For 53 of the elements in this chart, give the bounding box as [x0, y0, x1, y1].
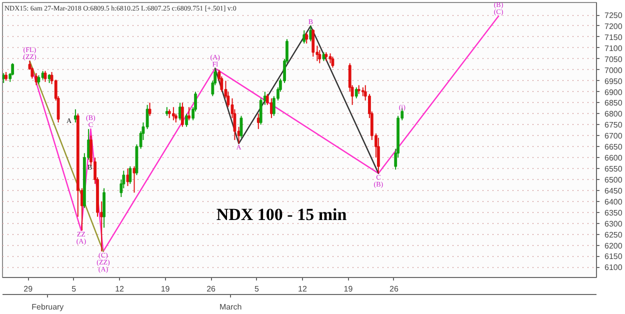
y-tick-label: 6150 — [604, 252, 623, 262]
y-tick-label: 6250 — [604, 230, 623, 240]
candlestick — [44, 70, 47, 82]
candlestick — [312, 28, 315, 58]
x-tick-label: 12 — [115, 284, 125, 294]
x-tick-label: 5 — [72, 284, 77, 294]
y-tick-label: 6500 — [604, 175, 623, 184]
y-tick-label: 7150 — [604, 32, 623, 42]
y-tick-label: 6900 — [604, 88, 623, 97]
y-tick-label: 7100 — [604, 44, 623, 53]
annotation: NDX 100 - 15 min — [216, 204, 348, 224]
y-tick-label: 7250 — [604, 11, 623, 20]
y-tick-label: 6400 — [604, 197, 623, 206]
candlestick — [354, 86, 358, 99]
candlestick — [128, 166, 132, 184]
y-tick-label: 6800 — [604, 110, 623, 119]
y-tick-label: 7050 — [604, 54, 623, 64]
x-tick-label: 19 — [344, 284, 354, 294]
y-tick-label: 6200 — [604, 241, 623, 250]
candlestick — [188, 106, 190, 121]
x2-tick-label: March — [220, 302, 242, 312]
candlestick — [185, 113, 188, 128]
y-tick-label: 6100 — [604, 263, 623, 272]
candlestick — [132, 166, 136, 194]
candlestick — [259, 98, 262, 126]
x-tick-label: 5 — [254, 284, 260, 294]
y-tick-label: 6550 — [604, 164, 623, 174]
candlestick — [180, 102, 184, 128]
y-tick-label: 6350 — [604, 208, 623, 218]
candlestick — [302, 30, 306, 44]
candlestick — [376, 137, 380, 174]
y-tick-label: 6450 — [604, 186, 623, 196]
candlestick — [328, 52, 332, 64]
y-tick-label: 6700 — [604, 132, 623, 141]
x-tick-label: 19 — [160, 284, 170, 294]
x2-tick-label: February — [32, 302, 64, 312]
y-tick-label: 7000 — [604, 66, 623, 75]
x-tick-label: 29 — [24, 284, 34, 294]
y-tick-label: 6850 — [604, 98, 623, 108]
candlestick — [172, 106, 175, 121]
candlestick — [146, 104, 149, 130]
y-tick-label: 6750 — [604, 120, 623, 130]
x-tick-label: 12 — [298, 284, 308, 294]
y-tick-label: 6950 — [604, 76, 623, 86]
y-tick-label: 7200 — [604, 22, 623, 31]
y-tick-label: 6300 — [604, 219, 623, 228]
candlestick — [305, 32, 308, 44]
candlestick — [318, 50, 322, 64]
candlestick — [256, 113, 260, 130]
y-tick-label: 6600 — [604, 154, 623, 163]
x-tick-label: 26 — [206, 284, 216, 294]
x-tick-label: 26 — [390, 284, 399, 294]
y-tick-label: 6650 — [604, 142, 623, 152]
